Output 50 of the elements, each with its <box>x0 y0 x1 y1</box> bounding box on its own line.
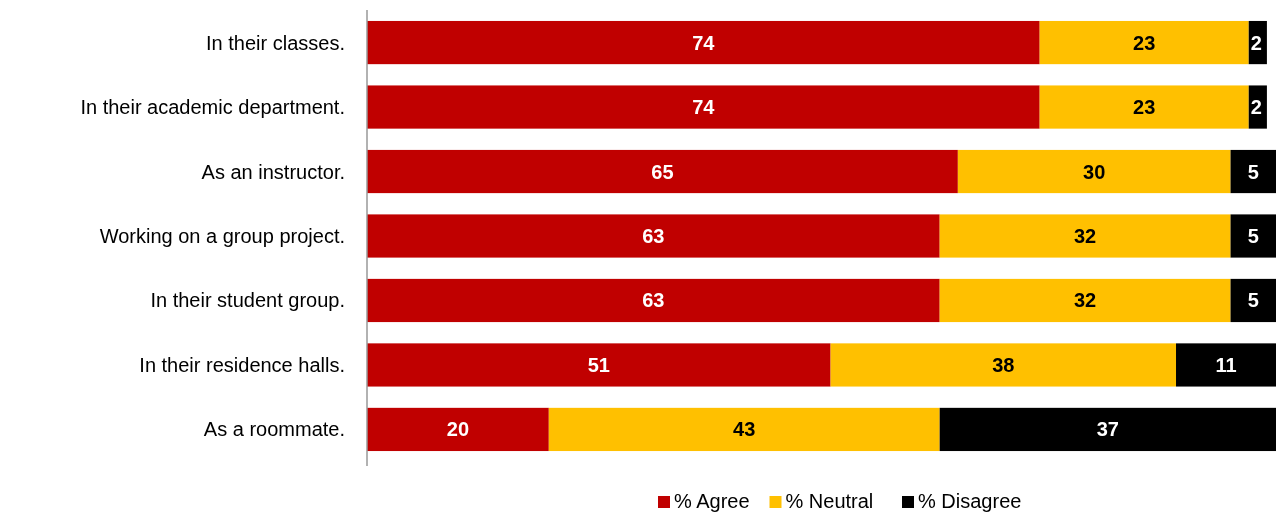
data-label: 37 <box>1096 418 1119 441</box>
y-tick-label: In their classes. <box>206 31 345 54</box>
data-label: 23 <box>1133 96 1156 119</box>
bar <box>1230 278 1276 323</box>
bar <box>939 214 1231 258</box>
bar <box>1039 85 1249 129</box>
data-label: 5 <box>1247 225 1259 247</box>
data-label: 2 <box>1250 31 1262 54</box>
legend-label: % Disagree <box>918 490 1022 512</box>
legend-label: % Neutral <box>785 490 874 512</box>
bar <box>957 149 1231 194</box>
data-label: 43 <box>733 418 756 441</box>
bar <box>830 343 1177 387</box>
data-label: 2 <box>1250 96 1262 119</box>
data-label: 11 <box>1215 353 1237 376</box>
bar <box>367 343 831 387</box>
data-label: 65 <box>651 160 674 183</box>
bar <box>939 407 1276 452</box>
y-tick-label: In their academic department. <box>80 96 345 119</box>
y-tick-label: In their residence halls. <box>139 353 345 376</box>
bar <box>939 278 1231 323</box>
data-label: 74 <box>692 96 716 119</box>
y-tick-label: In their student group. <box>150 289 345 312</box>
data-label: 32 <box>1073 225 1097 247</box>
data-label: 30 <box>1083 160 1106 183</box>
bar <box>1230 214 1276 258</box>
data-label: 20 <box>446 418 470 441</box>
y-tick-label: Working on a group project. <box>99 225 345 247</box>
data-label: 63 <box>642 225 665 247</box>
bar <box>1039 20 1249 65</box>
data-label: 74 <box>692 31 716 54</box>
y-tick-label: As an instructor. <box>201 160 345 183</box>
legend-label: % Agree <box>674 490 750 512</box>
data-label: 5 <box>1247 289 1259 312</box>
data-label: 5 <box>1247 160 1259 183</box>
bar <box>367 85 1040 129</box>
bar <box>367 20 1040 65</box>
bar <box>367 278 940 323</box>
bar <box>367 149 958 194</box>
data-label: 51 <box>587 353 610 376</box>
bar <box>548 407 940 452</box>
bar <box>1230 149 1276 194</box>
bar <box>367 407 549 452</box>
y-tick-label: As a roommate. <box>203 418 345 441</box>
data-label: 23 <box>1133 31 1156 54</box>
bar <box>1176 343 1276 387</box>
bar <box>367 214 940 258</box>
data-label: 32 <box>1073 289 1097 312</box>
data-label: 38 <box>992 353 1015 376</box>
data-label: 63 <box>642 289 665 312</box>
